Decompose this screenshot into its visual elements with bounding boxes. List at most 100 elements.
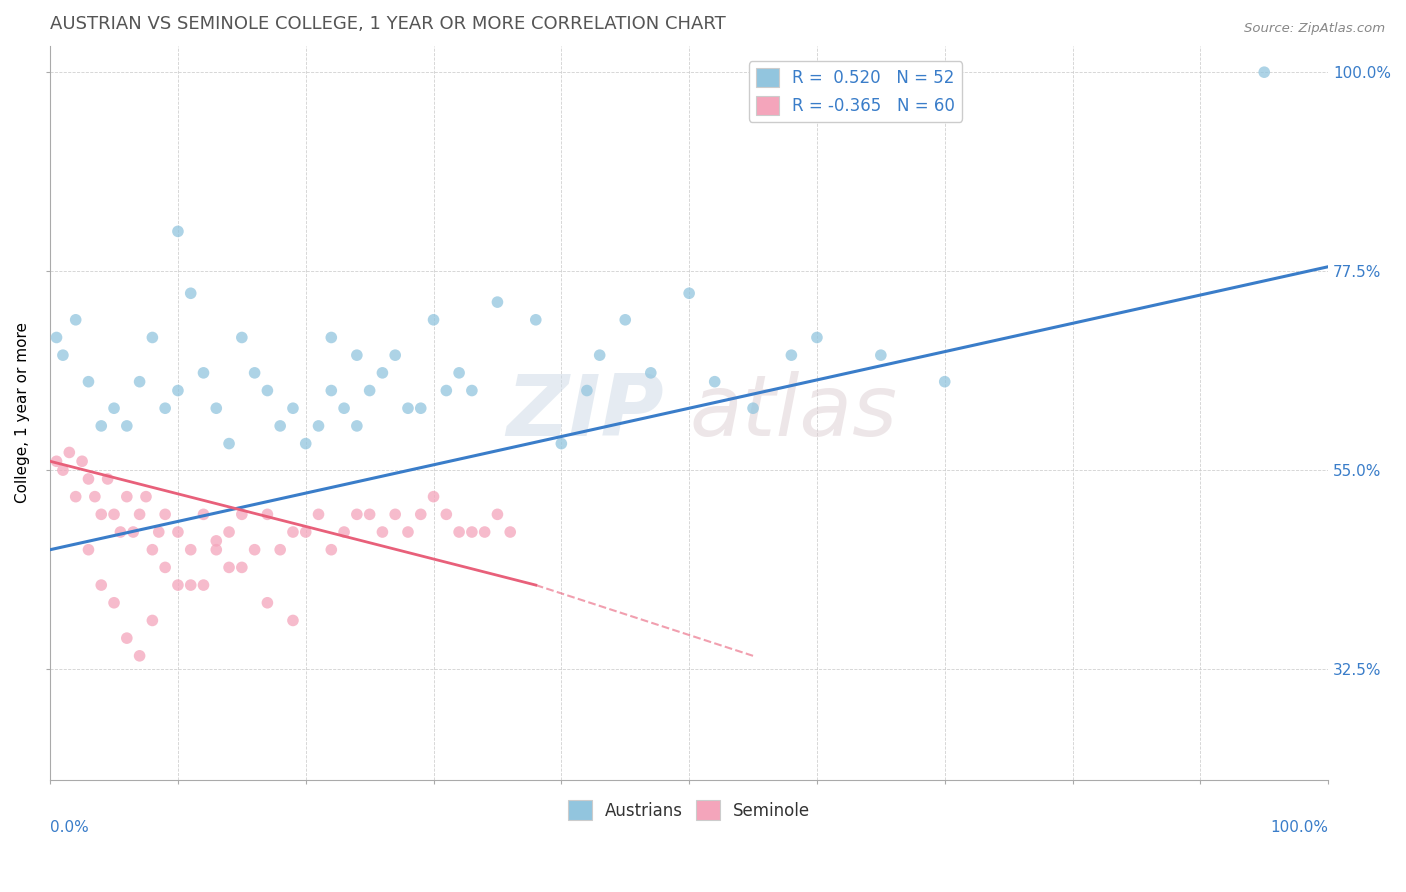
Point — [640, 366, 662, 380]
Text: 0.0%: 0.0% — [51, 820, 89, 835]
Point — [256, 508, 278, 522]
Point — [115, 418, 138, 433]
Point — [449, 524, 471, 539]
Point — [371, 366, 394, 380]
Point — [77, 472, 100, 486]
Point — [461, 384, 484, 398]
Point — [110, 524, 132, 539]
Point — [153, 560, 176, 574]
Point — [193, 366, 215, 380]
Point — [409, 508, 432, 522]
Point — [70, 454, 93, 468]
Point — [167, 384, 190, 398]
Point — [90, 578, 112, 592]
Point — [90, 508, 112, 522]
Point — [83, 490, 105, 504]
Point — [434, 384, 457, 398]
Point — [371, 524, 394, 539]
Point — [333, 524, 356, 539]
Point — [65, 490, 87, 504]
Point — [294, 524, 316, 539]
Point — [614, 313, 637, 327]
Point — [396, 524, 419, 539]
Point — [321, 384, 343, 398]
Point — [218, 436, 240, 450]
Point — [205, 542, 228, 557]
Legend: Austrians, Seminole: Austrians, Seminole — [561, 794, 817, 826]
Point — [141, 542, 163, 557]
Point — [45, 454, 67, 468]
Point — [384, 348, 406, 362]
Point — [575, 384, 598, 398]
Point — [153, 401, 176, 416]
Point — [180, 542, 202, 557]
Point — [486, 508, 509, 522]
Point — [135, 490, 157, 504]
Point — [321, 542, 343, 557]
Point — [422, 490, 444, 504]
Point — [869, 348, 891, 362]
Point — [141, 330, 163, 344]
Point — [474, 524, 496, 539]
Point — [1253, 65, 1275, 79]
Point — [153, 508, 176, 522]
Point — [589, 348, 612, 362]
Point — [141, 614, 163, 628]
Point — [231, 508, 253, 522]
Point — [128, 648, 150, 663]
Point — [193, 578, 215, 592]
Point — [90, 418, 112, 433]
Point — [359, 384, 381, 398]
Point — [65, 313, 87, 327]
Text: AUSTRIAN VS SEMINOLE COLLEGE, 1 YEAR OR MORE CORRELATION CHART: AUSTRIAN VS SEMINOLE COLLEGE, 1 YEAR OR … — [51, 15, 725, 33]
Point — [269, 418, 291, 433]
Point — [243, 542, 266, 557]
Point — [422, 313, 444, 327]
Point — [742, 401, 765, 416]
Point — [346, 348, 368, 362]
Point — [77, 542, 100, 557]
Point — [308, 418, 330, 433]
Point — [115, 631, 138, 645]
Point — [256, 596, 278, 610]
Point — [205, 533, 228, 548]
Point — [294, 436, 316, 450]
Point — [384, 508, 406, 522]
Point — [167, 524, 190, 539]
Point — [97, 472, 120, 486]
Point — [281, 401, 304, 416]
Point — [167, 224, 190, 238]
Point — [205, 401, 228, 416]
Point — [148, 524, 170, 539]
Point — [115, 490, 138, 504]
Point — [281, 524, 304, 539]
Point — [396, 401, 419, 416]
Point — [269, 542, 291, 557]
Point — [780, 348, 803, 362]
Point — [218, 524, 240, 539]
Text: 100.0%: 100.0% — [1270, 820, 1329, 835]
Point — [678, 286, 700, 301]
Point — [550, 436, 572, 450]
Point — [128, 508, 150, 522]
Point — [45, 330, 67, 344]
Point — [52, 463, 75, 477]
Text: ZIP: ZIP — [506, 371, 664, 454]
Point — [231, 330, 253, 344]
Point — [409, 401, 432, 416]
Point — [434, 508, 457, 522]
Point — [308, 508, 330, 522]
Point — [243, 366, 266, 380]
Point — [486, 295, 509, 310]
Point — [180, 578, 202, 592]
Y-axis label: College, 1 year or more: College, 1 year or more — [15, 322, 30, 503]
Point — [52, 348, 75, 362]
Point — [499, 524, 522, 539]
Point — [167, 578, 190, 592]
Point — [449, 366, 471, 380]
Point — [256, 384, 278, 398]
Point — [103, 508, 125, 522]
Point — [333, 401, 356, 416]
Point — [934, 375, 956, 389]
Point — [461, 524, 484, 539]
